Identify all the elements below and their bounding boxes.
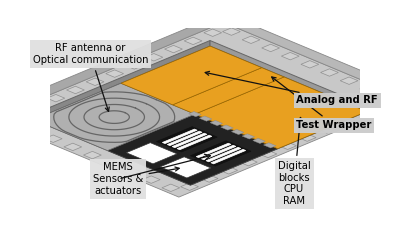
Polygon shape bbox=[211, 149, 246, 164]
Polygon shape bbox=[84, 151, 101, 159]
Polygon shape bbox=[164, 45, 182, 53]
Polygon shape bbox=[338, 117, 355, 125]
Polygon shape bbox=[224, 13, 400, 100]
Polygon shape bbox=[34, 40, 210, 120]
Polygon shape bbox=[126, 143, 177, 164]
Polygon shape bbox=[199, 116, 212, 121]
Polygon shape bbox=[167, 131, 202, 146]
Polygon shape bbox=[318, 126, 336, 133]
Polygon shape bbox=[156, 127, 217, 152]
Polygon shape bbox=[220, 167, 238, 174]
Polygon shape bbox=[64, 143, 82, 151]
Polygon shape bbox=[145, 54, 163, 61]
Polygon shape bbox=[210, 40, 367, 112]
Polygon shape bbox=[123, 168, 140, 175]
Polygon shape bbox=[160, 157, 211, 178]
Polygon shape bbox=[172, 133, 207, 148]
Polygon shape bbox=[259, 150, 277, 158]
Polygon shape bbox=[103, 160, 121, 167]
Polygon shape bbox=[262, 44, 280, 52]
Polygon shape bbox=[222, 28, 240, 35]
Polygon shape bbox=[66, 86, 84, 94]
Polygon shape bbox=[242, 134, 254, 139]
Polygon shape bbox=[210, 121, 222, 126]
Polygon shape bbox=[0, 22, 400, 197]
Text: RF antenna or
Optical communication: RF antenna or Optical communication bbox=[32, 44, 148, 111]
Polygon shape bbox=[106, 70, 124, 77]
Polygon shape bbox=[34, 83, 195, 150]
Polygon shape bbox=[232, 129, 244, 135]
Polygon shape bbox=[340, 77, 358, 84]
Polygon shape bbox=[125, 62, 143, 69]
Polygon shape bbox=[5, 119, 23, 126]
Polygon shape bbox=[8, 111, 26, 118]
Polygon shape bbox=[204, 29, 222, 37]
Polygon shape bbox=[0, 13, 224, 119]
Polygon shape bbox=[281, 52, 299, 60]
Polygon shape bbox=[240, 158, 257, 166]
Polygon shape bbox=[44, 135, 62, 143]
Polygon shape bbox=[162, 184, 180, 191]
Polygon shape bbox=[190, 141, 251, 166]
Polygon shape bbox=[206, 147, 241, 162]
Polygon shape bbox=[360, 85, 378, 93]
Polygon shape bbox=[27, 103, 45, 110]
Polygon shape bbox=[173, 68, 284, 114]
Polygon shape bbox=[298, 134, 316, 141]
Polygon shape bbox=[279, 142, 296, 150]
Polygon shape bbox=[200, 175, 218, 182]
Polygon shape bbox=[196, 143, 231, 158]
Polygon shape bbox=[142, 176, 160, 183]
Polygon shape bbox=[121, 46, 262, 105]
Polygon shape bbox=[357, 109, 375, 117]
Polygon shape bbox=[195, 77, 367, 149]
Polygon shape bbox=[242, 36, 260, 44]
Polygon shape bbox=[25, 127, 42, 134]
Polygon shape bbox=[181, 183, 198, 190]
Text: Digital
blocks
CPU
RAM: Digital blocks CPU RAM bbox=[278, 117, 310, 206]
Polygon shape bbox=[108, 114, 278, 185]
Text: MEMS
Sensors &
actuators: MEMS Sensors & actuators bbox=[93, 162, 179, 196]
Polygon shape bbox=[320, 69, 338, 76]
Polygon shape bbox=[201, 145, 236, 160]
Polygon shape bbox=[184, 37, 202, 45]
Polygon shape bbox=[162, 129, 197, 144]
Polygon shape bbox=[301, 61, 319, 68]
Polygon shape bbox=[379, 93, 397, 101]
Polygon shape bbox=[377, 101, 394, 109]
Text: Analog and RF: Analog and RF bbox=[205, 71, 378, 106]
Polygon shape bbox=[47, 95, 65, 102]
Text: Test Wrapper: Test Wrapper bbox=[272, 77, 372, 130]
Polygon shape bbox=[86, 78, 104, 85]
Polygon shape bbox=[264, 143, 276, 148]
Polygon shape bbox=[221, 125, 233, 130]
Polygon shape bbox=[253, 138, 265, 143]
Polygon shape bbox=[34, 46, 367, 185]
Polygon shape bbox=[177, 135, 212, 150]
Polygon shape bbox=[189, 112, 201, 117]
